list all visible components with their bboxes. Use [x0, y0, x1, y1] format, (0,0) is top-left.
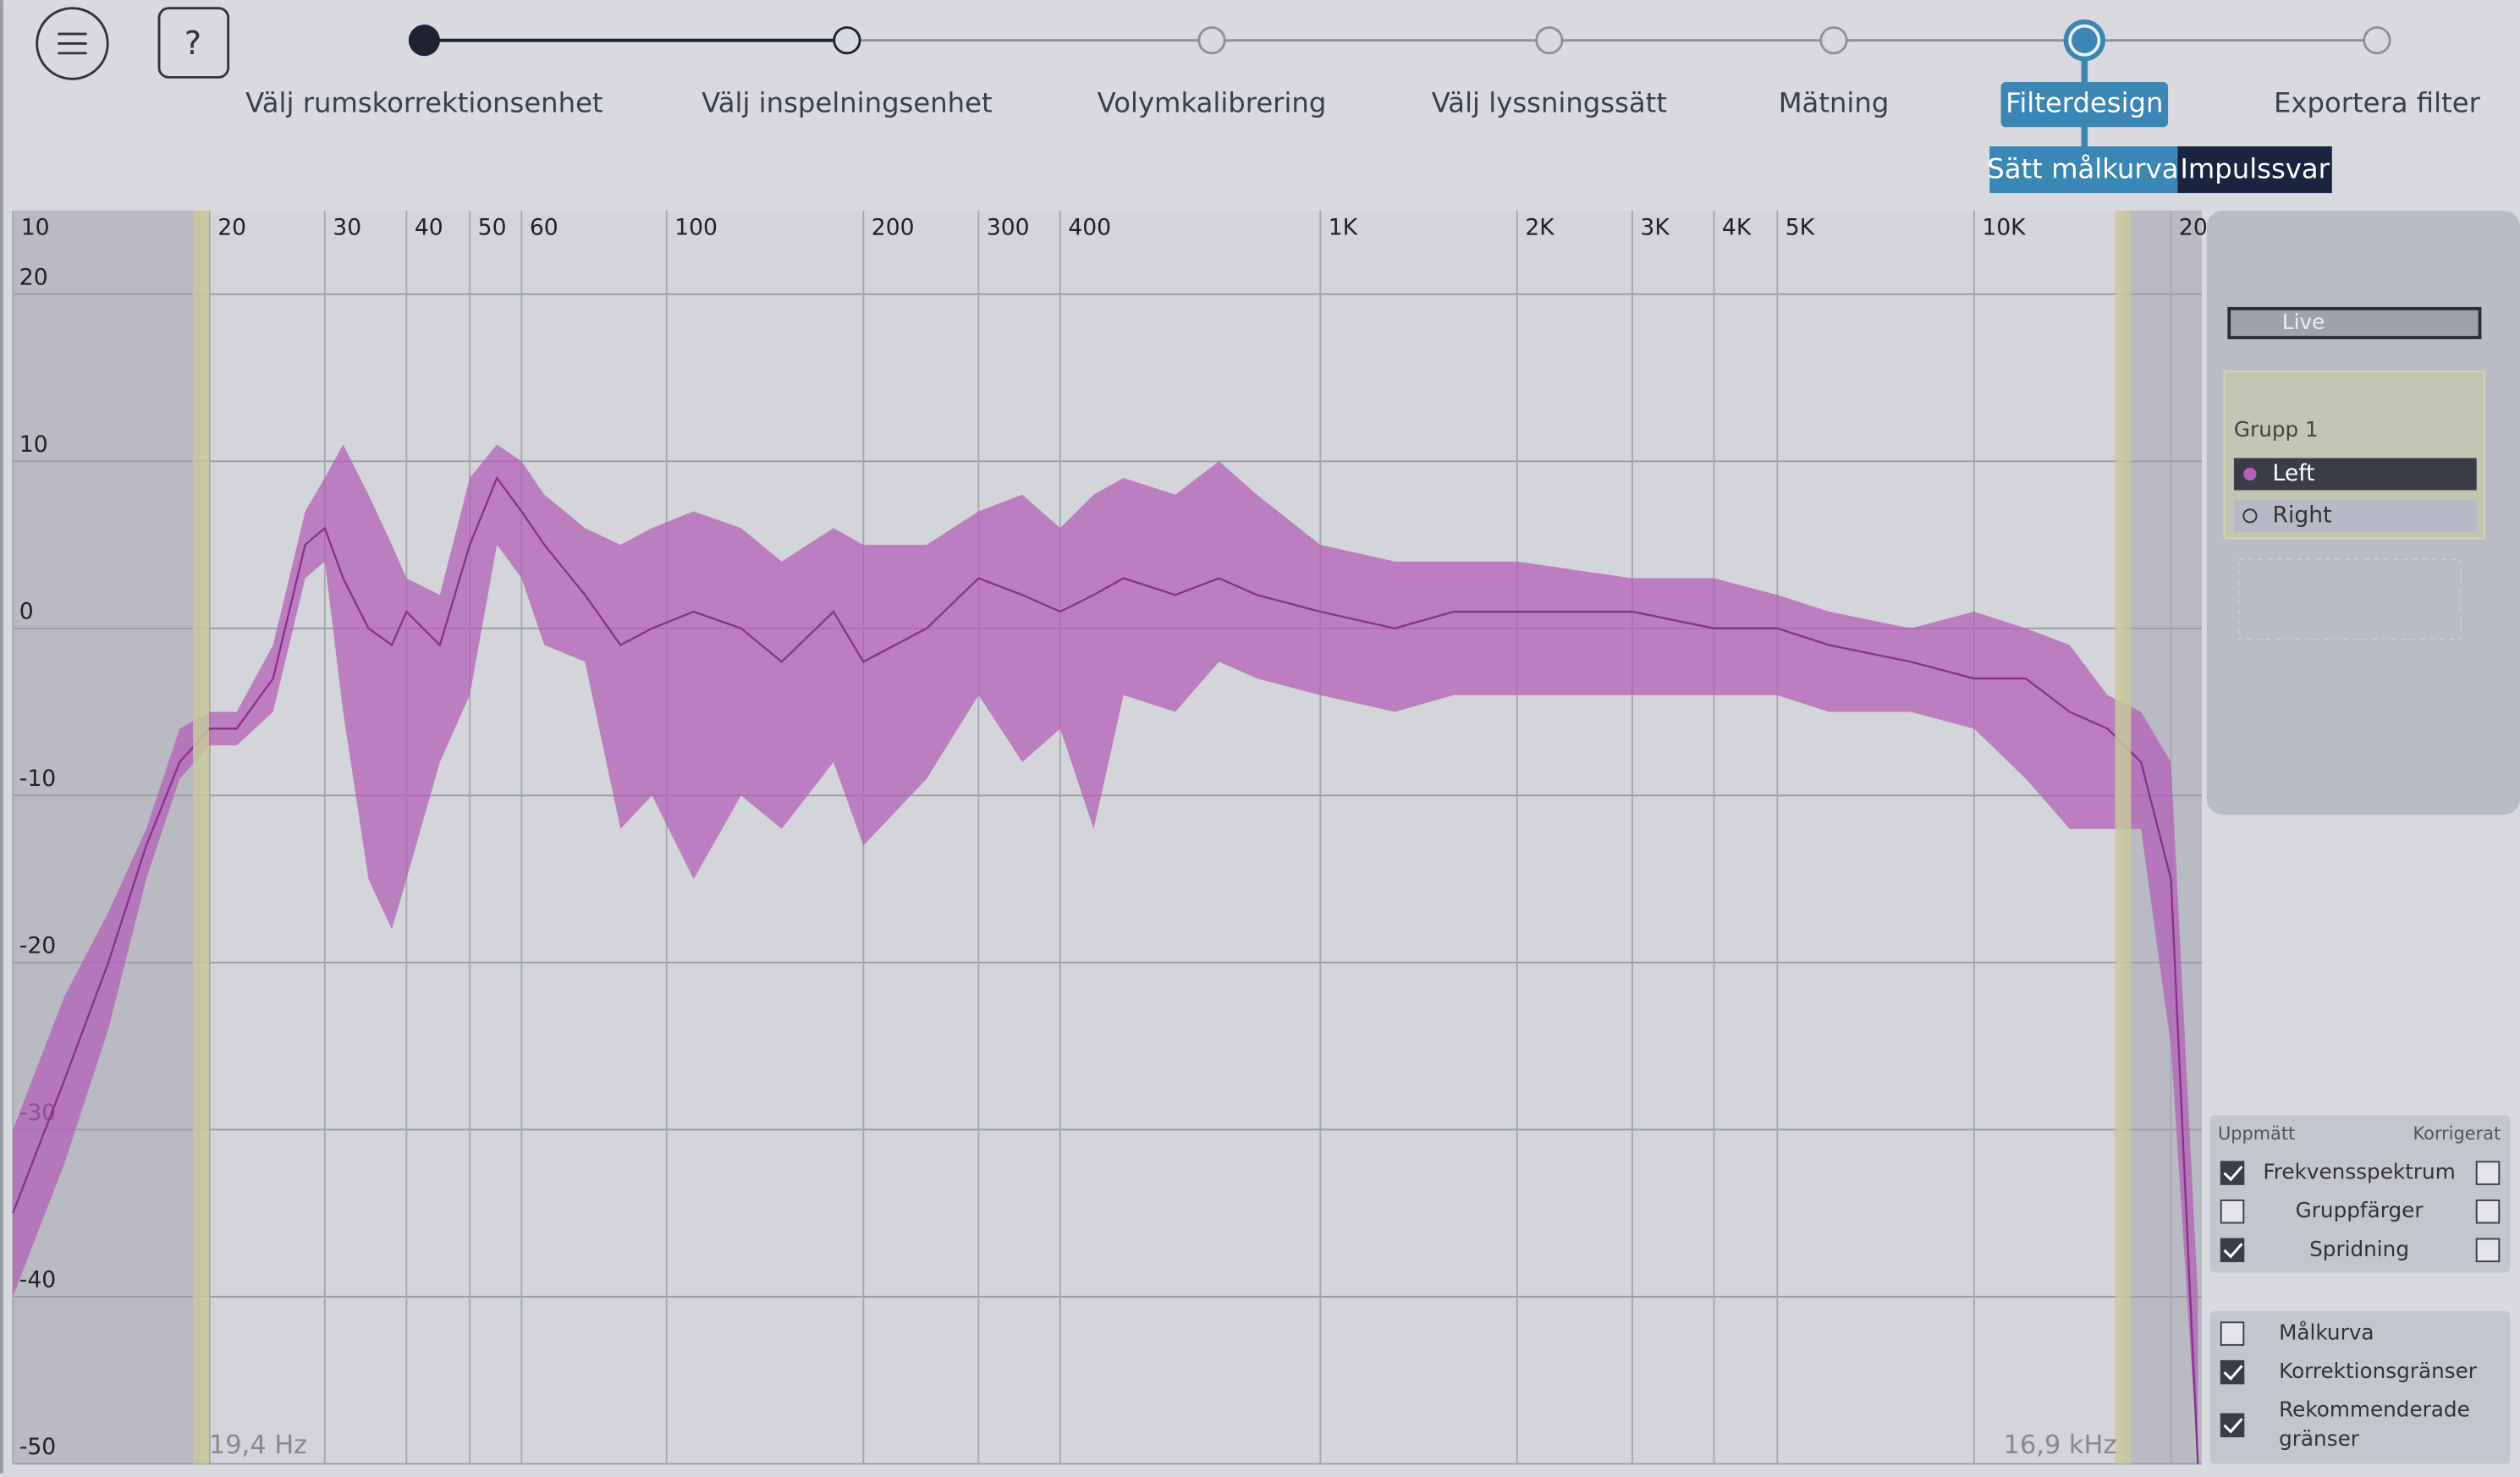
col-header: Uppmätt — [2218, 1123, 2295, 1144]
step-label[interactable]: Välj inspelningsenhet — [702, 87, 992, 119]
sidebar: Live Grupp 1 Left Right Uppmätt Korrigerat Fre… — [2206, 211, 2520, 1464]
group-label: Grupp 1 — [2234, 417, 2319, 442]
step-label[interactable]: Välj rumskorrektionsenhet — [245, 87, 602, 119]
checkbox[interactable] — [2220, 1321, 2245, 1346]
spread-band — [13, 444, 2198, 1464]
live-box[interactable] — [2227, 306, 2482, 339]
x-tick-label: 200 — [872, 214, 915, 240]
check — [2223, 1418, 2243, 1434]
panel — [2209, 1310, 2511, 1464]
y-tick-label: -20 — [19, 932, 56, 958]
option-label: Målkurva — [2279, 1321, 2374, 1345]
x-tick-label: 100 — [674, 214, 718, 240]
limit-label: 19,4 Hz — [209, 1430, 307, 1460]
channel-row[interactable] — [2233, 458, 2477, 491]
y-tick-label: -40 — [19, 1266, 56, 1293]
excluded-low — [13, 211, 201, 1464]
panel — [2209, 1115, 2511, 1273]
checkbox[interactable] — [2220, 1199, 2245, 1224]
x-tick-label: 10 — [21, 214, 50, 240]
tab[interactable]: Sätt målkurva — [1987, 153, 2178, 185]
y-tick-label: -10 — [19, 766, 56, 792]
channel-row[interactable] — [2233, 499, 2477, 532]
drop-zone — [2237, 558, 2462, 641]
step-label[interactable]: Välj lyssningssätt — [1432, 87, 1667, 119]
checkbox[interactable] — [2475, 1199, 2501, 1224]
live-label: Live — [2282, 310, 2325, 334]
tab[interactable]: Impulssvar — [2180, 153, 2330, 185]
x-tick-label: 5K — [1785, 214, 1815, 240]
x-tick-label: 400 — [1068, 214, 1111, 240]
limit-band[interactable] — [193, 211, 210, 1464]
step-dot[interactable] — [1197, 26, 1226, 55]
channel-label: Left — [2273, 460, 2315, 486]
step-dot[interactable] — [1819, 26, 1848, 55]
check — [2223, 1364, 2243, 1381]
plot: 20100-10-20-30-40-5010203040506010020030… — [12, 211, 2208, 1465]
option-label-wrap: gränser — [2279, 1426, 2360, 1451]
x-tick-label: 4K — [1722, 214, 1752, 240]
menu-button[interactable] — [36, 7, 109, 80]
x-tick-label: 3K — [1640, 214, 1670, 240]
option-label: Frekvensspektrum — [2263, 1160, 2455, 1184]
checkbox[interactable] — [2475, 1161, 2501, 1185]
x-tick-label: 2K — [1525, 214, 1554, 240]
step-dot[interactable] — [408, 25, 440, 57]
step-dot[interactable] — [833, 26, 861, 55]
option-label: Rekommenderade — [2279, 1397, 2470, 1422]
tab-bg[interactable] — [1989, 146, 2178, 194]
x-tick-label: 300 — [987, 214, 1030, 240]
y-tick-label: 10 — [19, 431, 48, 458]
limit-label: 16,9 kHz — [2004, 1430, 2117, 1460]
option-label: Korrektionsgränser — [2279, 1359, 2478, 1383]
help-button[interactable] — [157, 7, 230, 79]
step-label-bg — [2000, 82, 2169, 128]
limit-band[interactable] — [2115, 211, 2132, 1464]
step-label[interactable]: Filterdesign — [2006, 87, 2163, 119]
step-dot-inner — [2068, 24, 2101, 57]
option-label: Spridning — [2309, 1237, 2409, 1261]
menu-icon — [58, 32, 87, 55]
x-tick-label: 20 — [217, 214, 246, 240]
response-line — [12, 475, 2199, 1464]
step-dot[interactable] — [2363, 26, 2391, 55]
channel-label: Right — [2273, 502, 2332, 528]
x-tick-label: 40 — [415, 214, 443, 240]
help-text: ? — [184, 25, 201, 62]
channel-dot — [2243, 467, 2257, 481]
left-edge — [0, 0, 3, 1474]
col-header: Korrigerat — [2413, 1123, 2501, 1144]
y-tick-label: -50 — [19, 1434, 56, 1460]
step-label[interactable]: Volymkalibrering — [1098, 87, 1327, 119]
x-tick-label: 10K — [1982, 214, 2026, 240]
plot-bg — [13, 211, 2202, 1464]
checkbox[interactable] — [2475, 1238, 2501, 1263]
check — [2223, 1166, 2243, 1182]
channel-dot — [2242, 508, 2258, 524]
x-tick-label: 20 — [2179, 214, 2208, 240]
option-label: Gruppfärger — [2296, 1198, 2424, 1222]
x-tick-label: 50 — [478, 214, 507, 240]
x-tick-label: 30 — [333, 214, 361, 240]
x-tick-label: 1K — [1329, 214, 1358, 240]
stepper: Välj rumskorrektionsenhet Välj inspelning… — [245, 19, 2481, 194]
step-label[interactable]: Exportera filter — [2274, 87, 2481, 119]
y-tick-label: 20 — [19, 264, 48, 290]
y-tick-label: 0 — [19, 598, 34, 624]
tab-bg[interactable] — [2177, 146, 2332, 194]
x-tick-label: 60 — [530, 214, 558, 240]
step-dot[interactable] — [1535, 26, 1564, 55]
check — [2223, 1243, 2243, 1259]
step-label[interactable]: Mätning — [1779, 87, 1890, 119]
